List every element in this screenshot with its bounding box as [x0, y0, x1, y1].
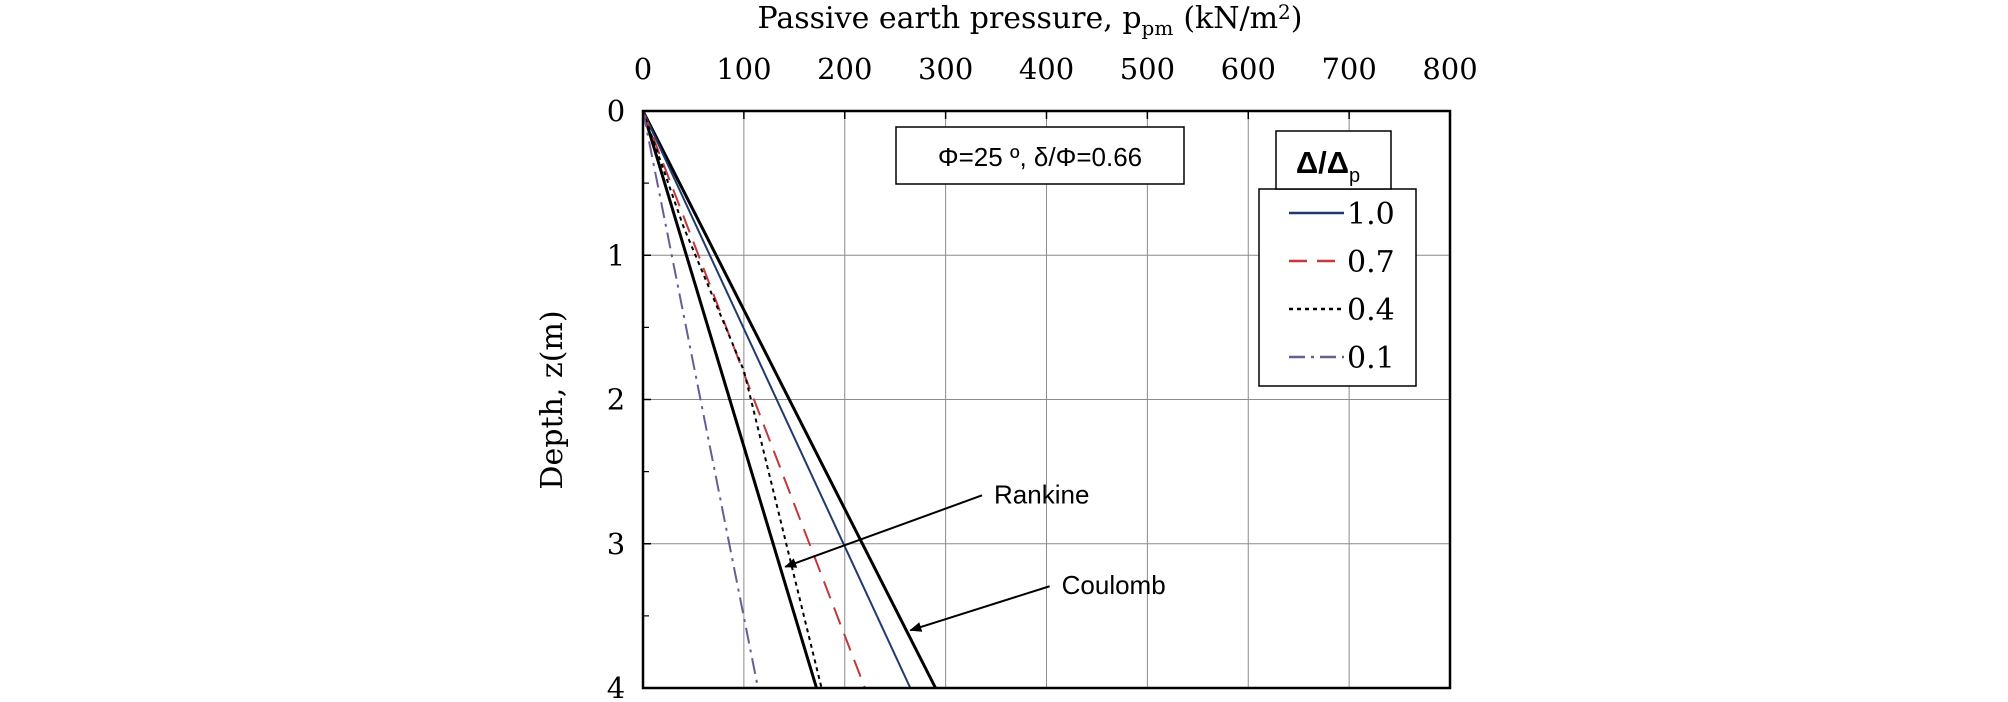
x-axis-title: Passive earth pressure, ppm (kN/m2) [758, 0, 1303, 40]
x-tick-label: 500 [1120, 52, 1175, 86]
annotation-arrow [909, 585, 1050, 632]
x-tick-label: 700 [1321, 52, 1376, 86]
legend-label: 0.7 [1347, 245, 1395, 280]
series-line [642, 110, 912, 689]
y-axis-title: Depth, z(m) [535, 310, 570, 489]
y-tick-label: 3 [607, 527, 625, 561]
x-tick-label: 400 [1019, 52, 1074, 86]
x-tick-label: 600 [1221, 52, 1276, 86]
y-tick-label: 2 [607, 383, 625, 417]
x-tick-label: 800 [1422, 52, 1477, 86]
legend-label: 0.4 [1347, 293, 1395, 328]
reference-line-rankine [641, 110, 818, 689]
series-line [642, 110, 759, 689]
legend-title: Δ/Δp [1296, 145, 1360, 187]
tick-labels: 0 100 200 300 400 500 600 700 800 0 1 2 3 4 [607, 52, 1478, 702]
legend-label: 1.0 [1347, 197, 1395, 232]
series-line [642, 110, 866, 689]
annotation-label: Rankine [994, 479, 1089, 509]
legend-entries: 1.0 0.7 0.4 0.1 [1289, 197, 1395, 376]
y-tick-label: 0 [607, 94, 625, 128]
parameter-box: Φ=25 º, δ/Φ=0.66 [895, 126, 1185, 185]
parameter-text: Φ=25 º, δ/Φ=0.66 [938, 142, 1142, 172]
legend: Δ/Δp 1.0 0.7 0.4 0.1 [1258, 130, 1417, 387]
x-tick-label: 300 [918, 52, 973, 86]
x-tick-label: 0 [634, 52, 652, 86]
y-tick-label: 4 [607, 671, 625, 702]
annotation-label: Coulomb [1062, 570, 1166, 600]
x-tick-label: 100 [716, 52, 771, 86]
annotations: Rankine Coulomb [784, 479, 1166, 632]
y-tick-label: 1 [607, 238, 625, 272]
reference-line-coulomb [641, 110, 937, 689]
x-tick-label: 200 [817, 52, 872, 86]
series-line [642, 110, 823, 689]
series-lines [641, 110, 937, 689]
legend-label: 0.1 [1347, 341, 1395, 376]
annotation-arrow [784, 494, 983, 568]
